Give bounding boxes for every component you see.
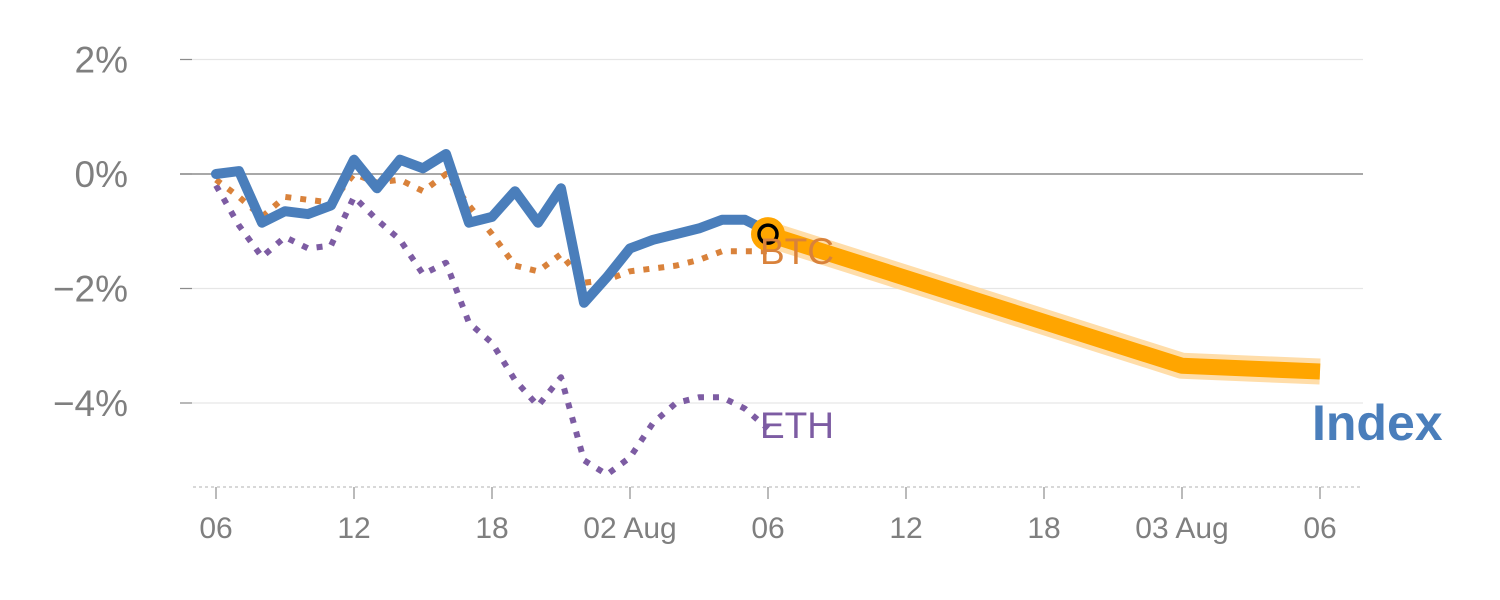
btc-line — [214, 171, 768, 286]
y-tick-label: 2% — [75, 40, 128, 81]
btc-label: BTC — [760, 231, 834, 272]
x-tick-label: 12 — [337, 512, 370, 545]
x-axis: 06 12 18 02 Aug 06 12 18 03 Aug 06 — [193, 486, 1363, 545]
forecast-start-marker — [757, 223, 779, 245]
x-tick-label: 06 — [1303, 512, 1336, 545]
index-line — [211, 149, 773, 308]
eth-label: ETH — [760, 405, 834, 446]
x-tick-label: 06 — [199, 512, 232, 545]
x-tick-label: 12 — [889, 512, 922, 545]
x-tick-label: 06 — [751, 512, 784, 545]
grid — [180, 58, 1363, 404]
y-tick-label: −2% — [53, 269, 128, 310]
x-tick-label: 18 — [1027, 512, 1060, 545]
marker-layer — [751, 217, 785, 252]
series-labels: BTC ETH Index — [760, 231, 1443, 451]
index-forecast-line — [765, 226, 1321, 380]
y-axis: 2% 0% −2% −4% — [53, 40, 192, 424]
x-tick-label: 18 — [475, 512, 508, 545]
series-group — [211, 149, 1321, 478]
x-tick-label: 02 Aug — [583, 512, 676, 545]
index-label: Index — [1312, 395, 1443, 451]
x-tick-label: 03 Aug — [1135, 512, 1228, 545]
y-tick-label: −4% — [53, 383, 128, 424]
y-tick-label: 0% — [75, 154, 128, 195]
